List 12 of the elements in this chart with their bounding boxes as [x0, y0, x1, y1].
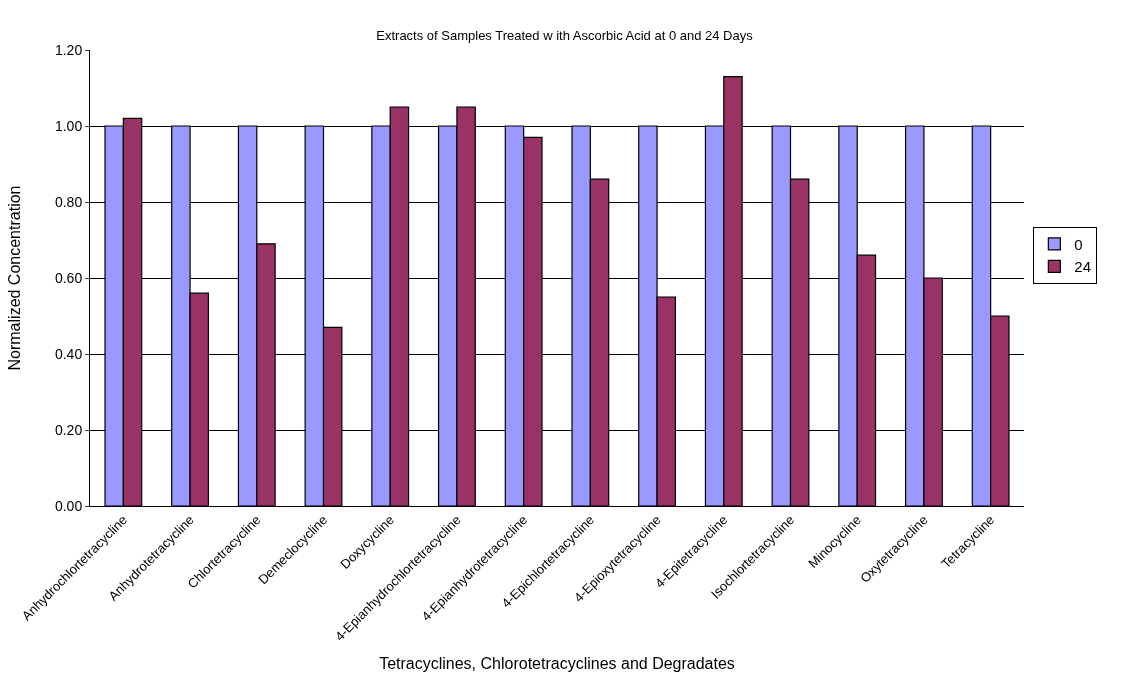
legend-label: 0	[1074, 235, 1083, 253]
y-tick-label: 0.60	[54, 269, 83, 286]
y-tick-label: 1.20	[54, 41, 83, 58]
y-tick-label: 0.40	[54, 345, 83, 362]
y-tick-label: 1.00	[54, 117, 83, 134]
y-axis-title: Normalized Concentration	[5, 185, 23, 371]
y-tick-label: 0.20	[54, 421, 83, 438]
x-axis-title: Tetracyclines, Chlorotetracyclines and Degradates	[379, 654, 735, 672]
y-tick-label: 0.00	[54, 497, 83, 514]
chart-title: Extracts of Samples Treated w ith Ascorbic Acid at 0 and 24 Days	[376, 27, 754, 43]
y-tick-label: 0.80	[54, 193, 83, 210]
legend-label: 24	[1074, 258, 1092, 276]
